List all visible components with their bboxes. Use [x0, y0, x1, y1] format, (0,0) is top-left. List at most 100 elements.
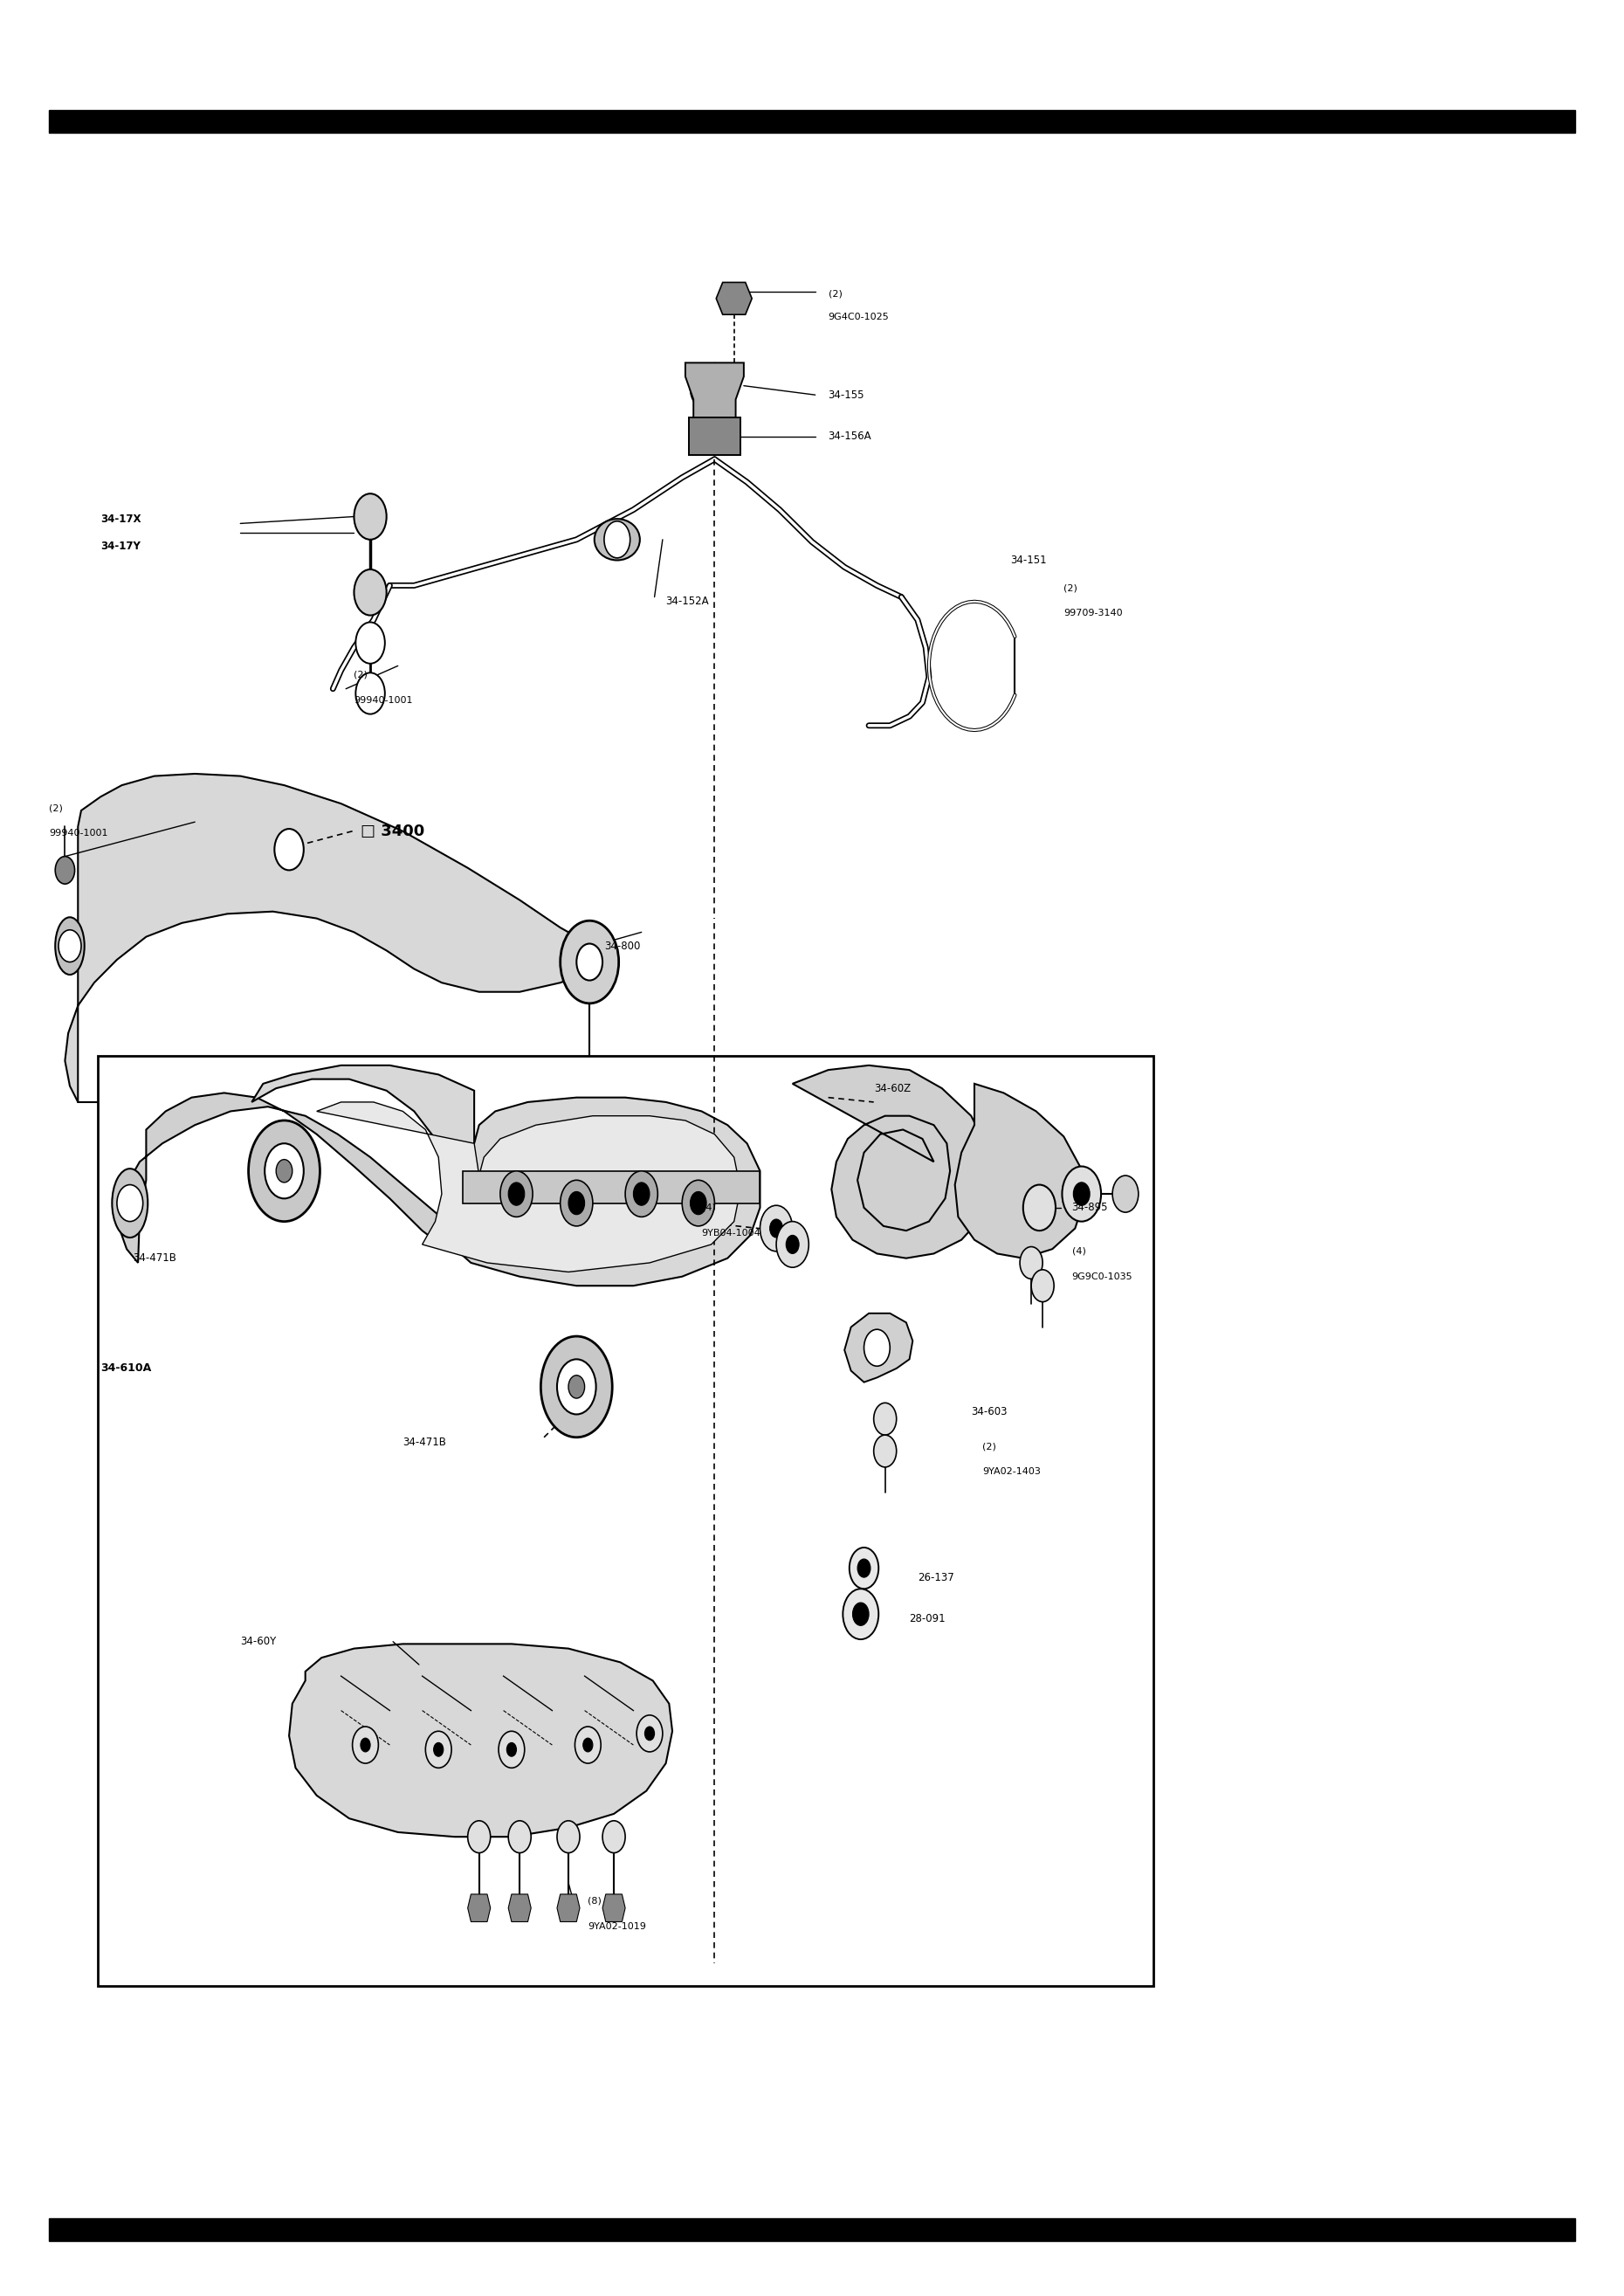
Text: 34-800: 34-800: [604, 941, 640, 951]
Text: 34-895: 34-895: [1072, 1203, 1108, 1212]
Text: 34-60Y: 34-60Y: [240, 1637, 276, 1646]
Circle shape: [356, 622, 385, 664]
Text: 9YA02-1403: 9YA02-1403: [983, 1467, 1041, 1476]
Polygon shape: [955, 1084, 1085, 1258]
Text: 34-17X: 34-17X: [101, 514, 141, 523]
Polygon shape: [793, 1065, 991, 1258]
Polygon shape: [252, 1065, 760, 1286]
Circle shape: [508, 1821, 531, 1853]
Text: 34-471B: 34-471B: [403, 1437, 447, 1446]
Circle shape: [568, 1375, 585, 1398]
Circle shape: [354, 494, 387, 540]
Bar: [49, 110, 1575, 133]
Text: 34-156A: 34-156A: [828, 432, 872, 441]
Text: 34-17Y: 34-17Y: [101, 542, 141, 551]
Circle shape: [117, 1185, 143, 1221]
Circle shape: [583, 1738, 593, 1752]
Circle shape: [58, 930, 81, 962]
Circle shape: [356, 673, 385, 714]
Circle shape: [499, 1731, 525, 1768]
Circle shape: [1031, 1270, 1054, 1302]
Polygon shape: [65, 774, 598, 1102]
Text: 34-603: 34-603: [971, 1407, 1007, 1417]
Text: (2): (2): [983, 1442, 997, 1451]
Circle shape: [575, 1727, 601, 1763]
Circle shape: [541, 1336, 612, 1437]
Circle shape: [361, 1738, 370, 1752]
Circle shape: [843, 1589, 879, 1639]
Circle shape: [468, 1821, 490, 1853]
Text: (8): (8): [588, 1896, 603, 1906]
Circle shape: [770, 1219, 783, 1238]
Circle shape: [557, 1359, 596, 1414]
Polygon shape: [603, 1894, 625, 1922]
Circle shape: [633, 1182, 650, 1205]
Circle shape: [560, 1180, 593, 1226]
Polygon shape: [508, 1894, 531, 1922]
Text: 34-155: 34-155: [828, 390, 864, 400]
Text: □ 3400: □ 3400: [361, 824, 424, 838]
Circle shape: [625, 1171, 658, 1217]
Circle shape: [1023, 1185, 1056, 1231]
Text: 28-091: 28-091: [909, 1614, 945, 1623]
Circle shape: [248, 1120, 320, 1221]
Bar: [97, 1056, 1153, 1986]
Circle shape: [760, 1205, 793, 1251]
Polygon shape: [557, 1894, 580, 1922]
Circle shape: [1073, 1182, 1090, 1205]
Text: (2): (2): [354, 670, 369, 680]
Polygon shape: [289, 1644, 672, 1837]
Circle shape: [1020, 1247, 1043, 1279]
Ellipse shape: [112, 1169, 148, 1238]
Circle shape: [1062, 1166, 1101, 1221]
Circle shape: [274, 829, 304, 870]
Text: FWD: FWD: [143, 2105, 177, 2119]
Text: (2): (2): [49, 804, 63, 813]
Circle shape: [557, 1821, 580, 1853]
Polygon shape: [120, 1093, 468, 1263]
Circle shape: [354, 569, 387, 615]
Polygon shape: [716, 282, 752, 315]
Text: 9G4C0-1025: 9G4C0-1025: [828, 312, 890, 321]
Text: (2): (2): [828, 289, 843, 298]
Circle shape: [434, 1743, 443, 1756]
Text: 34-610A: 34-610A: [101, 1364, 151, 1373]
Circle shape: [425, 1731, 451, 1768]
Circle shape: [690, 1192, 706, 1215]
Text: 99940-1001: 99940-1001: [354, 696, 412, 705]
Text: 34-60Z: 34-60Z: [874, 1084, 911, 1093]
Ellipse shape: [55, 918, 84, 976]
Circle shape: [776, 1221, 809, 1267]
Circle shape: [568, 1192, 585, 1215]
Circle shape: [874, 1435, 896, 1467]
Circle shape: [352, 1727, 378, 1763]
Bar: [49, 2218, 1575, 2241]
Circle shape: [864, 1329, 890, 1366]
Circle shape: [577, 944, 603, 980]
Circle shape: [500, 1171, 533, 1217]
Circle shape: [849, 1548, 879, 1589]
Text: 9YB04-1004: 9YB04-1004: [702, 1228, 760, 1238]
Text: 34-471B: 34-471B: [133, 1254, 177, 1263]
Circle shape: [276, 1159, 292, 1182]
Polygon shape: [685, 363, 744, 418]
Circle shape: [55, 856, 75, 884]
Circle shape: [874, 1403, 896, 1435]
Polygon shape: [70, 2071, 208, 2174]
Text: (4): (4): [1072, 1247, 1086, 1256]
Circle shape: [857, 1559, 870, 1577]
Circle shape: [508, 1182, 525, 1205]
Text: 34-152A: 34-152A: [666, 597, 710, 606]
Polygon shape: [317, 1102, 741, 1272]
Circle shape: [1112, 1176, 1138, 1212]
Ellipse shape: [594, 519, 640, 560]
Circle shape: [853, 1603, 869, 1626]
Text: 99940-1001: 99940-1001: [49, 829, 107, 838]
Circle shape: [507, 1743, 516, 1756]
Polygon shape: [463, 1171, 760, 1203]
Circle shape: [265, 1143, 304, 1199]
Circle shape: [603, 1821, 625, 1853]
Polygon shape: [468, 1894, 490, 1922]
Text: 9YA02-1019: 9YA02-1019: [588, 1922, 646, 1931]
Text: 9G9C0-1035: 9G9C0-1035: [1072, 1272, 1132, 1281]
